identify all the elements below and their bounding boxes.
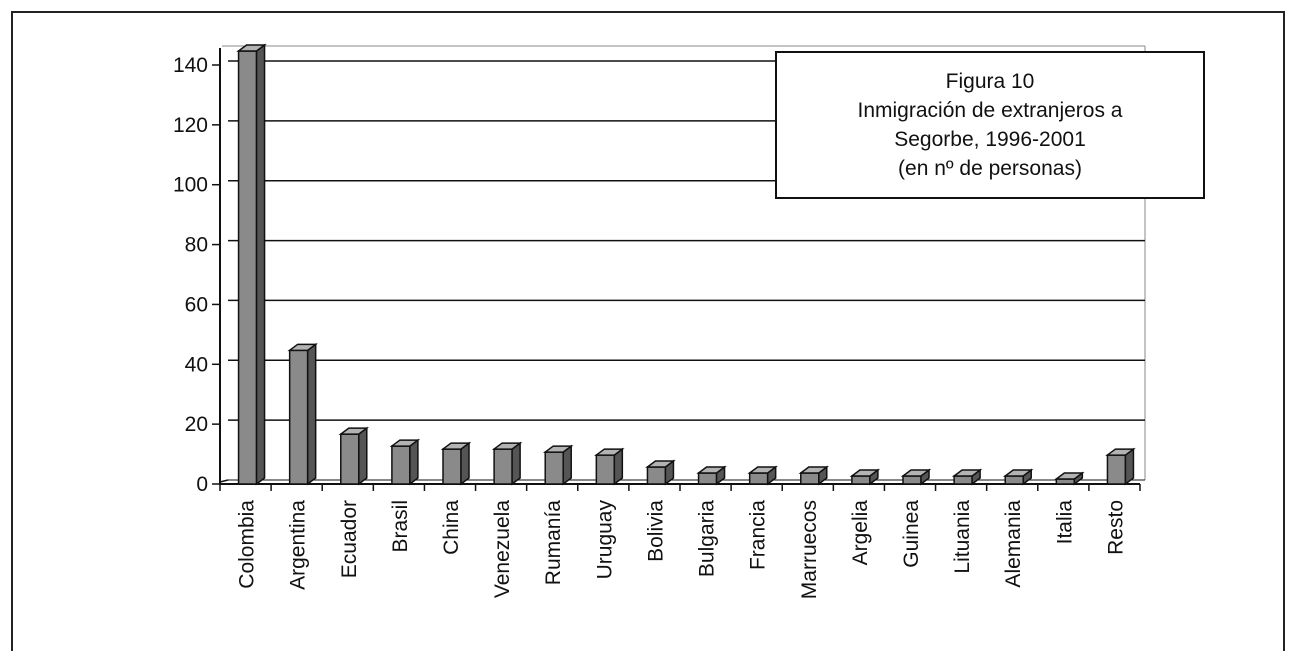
bar-side [409,438,419,486]
y-tick-label: 60 [185,293,208,316]
bar-front [851,475,871,485]
bars [236,43,1136,486]
bar-uruguay [594,447,625,486]
y-tick-label: 100 [173,174,208,197]
bar-venezuela [491,441,523,486]
bar-top [542,445,574,453]
bar-top [900,469,932,477]
bar-top [1002,469,1034,477]
y-tick-label: 0 [196,473,208,496]
bar-ecuador [338,426,370,486]
bar-top [696,466,727,474]
bar-front [288,349,309,485]
x-tick-label: Rumanía [542,500,565,586]
bar-front [902,475,922,485]
x-tick-label: Colombia [236,500,259,589]
chart-title-line-1: Figura 10 [945,70,1035,93]
bar-front [1106,454,1127,485]
bar-front [391,445,411,485]
bar-top [747,466,778,474]
x-tick-label: Uruguay [593,500,616,580]
x-tick-label: Alemania [1002,500,1025,588]
bar-front [1004,475,1024,485]
bar-side [306,342,317,486]
x-tick-label: Argentina [287,500,310,590]
bar-top [1054,472,1085,480]
bar-top [1105,448,1136,456]
bar-front [953,475,973,485]
x-tick-label: Argelia [849,500,872,566]
bar-top [849,469,881,477]
bar-china [440,441,472,486]
x-tick-label: Bolivia [644,500,667,562]
bar-front [748,472,769,485]
chart-title-line-3: Segorbe, 1996-2001 [894,128,1086,151]
chart-title-box: Figura 10 Inmigración de extranjeros a S… [775,51,1205,199]
bar-bolivia [645,459,676,486]
bar-argelia [849,468,881,486]
bar-alemania [1002,468,1034,486]
bar-brasil [389,438,421,486]
bar-top [798,466,830,474]
y-tick-label: 20 [185,413,208,436]
bar-italia [1054,471,1085,486]
x-tick-label: Resto [1104,500,1127,555]
bar-side [255,43,266,486]
bar-colombia [236,43,267,486]
bar-marruecos [798,465,830,486]
y-tick-label: 80 [185,234,208,257]
bar-lituania [951,468,983,486]
y-tick-label: 140 [173,54,208,77]
x-tick-label: China [440,500,463,555]
bar-front [442,448,462,485]
bar-top [645,460,676,468]
bar-top [338,427,370,435]
x-tick-label: Francia [747,500,770,570]
bar-top [440,442,472,450]
figure-frame [11,11,1285,651]
y-tick-labels: 0 20 40 60 80 100 120 140 [173,54,208,496]
bar-top [951,469,983,477]
y-tick-label: 120 [173,114,208,137]
chart-title-line-2: Inmigración de extranjeros a [857,99,1123,122]
axes [212,48,1145,491]
y-tick-label: 40 [185,353,208,376]
bar-francia [747,465,778,486]
bar-bulgaria [696,465,727,486]
bar-front [493,448,513,485]
bar-top [389,439,421,447]
bar-top [491,442,523,450]
bar-top [236,44,267,52]
bar-guinea [900,468,932,486]
bar-front [237,50,258,485]
x-tick-label: Brasil [389,500,412,553]
x-tick-label: Venezuela [491,500,514,598]
chart-title-line-4: (en nº de personas) [898,157,1082,180]
bar-front [646,466,667,485]
bar-argentina [287,342,318,486]
bar-front [340,433,360,485]
x-tick-labels: Colombia Argentina Ecuador Brasil China Venez… [236,500,1128,600]
bar-ruman-a [542,444,574,486]
floor-edge [219,479,229,483]
x-tick-label: Ecuador [338,500,361,578]
bar-front [800,472,820,485]
x-tick-label: Lituania [951,500,974,574]
x-tick-label: Guinea [900,500,923,568]
bar-front [544,451,564,485]
bar-top [287,343,318,352]
bar-top [594,448,625,456]
x-tick-label: Marruecos [798,500,821,599]
x-tick-label: Bulgaria [696,500,719,577]
bar-side [460,441,470,486]
bar-side [511,441,521,486]
bar-front [595,454,616,485]
x-tick-label: Italia [1053,500,1076,545]
bar-chart: 0 20 40 60 80 100 120 140 Colombia Argentina Ecua… [173,43,1146,600]
bar-front [697,472,718,485]
bar-resto [1105,447,1136,486]
bar-side [358,426,368,486]
